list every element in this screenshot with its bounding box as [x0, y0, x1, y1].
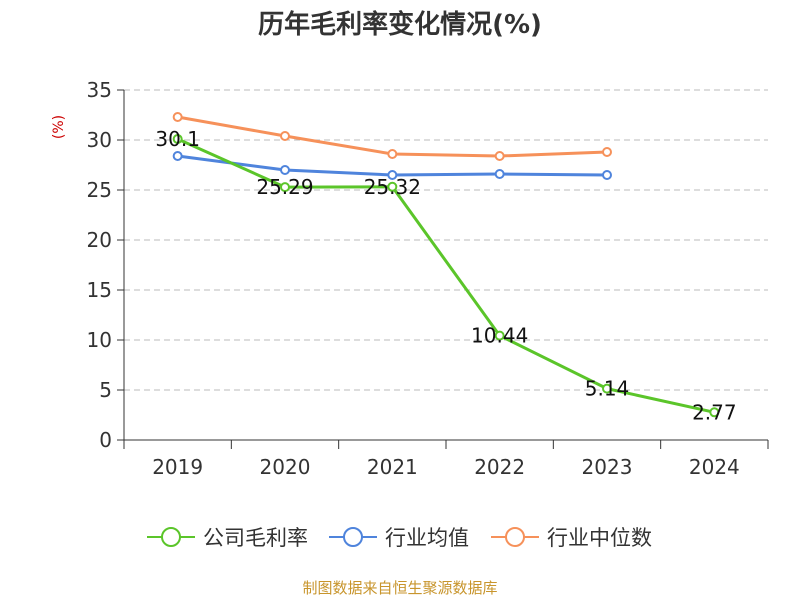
data-label: 2.77: [692, 400, 737, 424]
data-point: [172, 134, 183, 144]
y-tick-label: 20: [87, 228, 112, 252]
legend-label: 行业中位数: [547, 526, 652, 550]
data-point: [280, 131, 290, 141]
data-point: [172, 151, 183, 161]
data-point: [602, 147, 612, 157]
legend-label: 行业均值: [385, 526, 469, 550]
data-point: [494, 330, 505, 341]
legend-label: 公司毛利率: [203, 526, 308, 550]
x-tick-label: 2020: [260, 455, 311, 479]
data-point: [387, 181, 398, 192]
legend-item: 公司毛利率: [147, 526, 308, 550]
data-point: [494, 151, 505, 161]
series-line: [176, 137, 716, 414]
data-label: 5.14: [585, 377, 630, 401]
x-tick-label: 2023: [582, 455, 633, 479]
y-tick-label: 30: [87, 128, 112, 152]
chart-title: 历年毛利率变化情况(%): [258, 9, 542, 40]
data-point: [709, 407, 720, 418]
axes: 0 5 10 15 20 25 30 35 2019 2020 2021 2022 2023 2024: [87, 78, 769, 479]
series-lines: [172, 112, 720, 418]
y-tick-label: 35: [87, 78, 112, 102]
x-tick-label: 2019: [152, 455, 203, 479]
data-point: [280, 182, 290, 193]
data-label: 25.29: [256, 175, 313, 199]
legend-item: 行业中位数: [491, 526, 652, 550]
data-label: 30.1: [155, 127, 200, 151]
legend-marker: [161, 527, 181, 547]
data-point: [494, 169, 505, 179]
legend-marker: [505, 527, 525, 547]
y-tick-label: 25: [87, 178, 112, 202]
legend: 公司毛利率 行业均值 行业中位数: [147, 526, 652, 550]
data-point: [280, 165, 290, 175]
legend-marker: [343, 527, 363, 547]
data-source-footer: 制图数据来自恒生聚源数据库: [302, 579, 497, 597]
data-label: 10.44: [471, 324, 528, 348]
y-tick-label: 5: [99, 378, 112, 402]
data-labels: 30.1 25.29 25.32 10.44 5.14 2.77: [155, 127, 736, 424]
x-tick-label: 2024: [689, 455, 740, 479]
grid-lines: [124, 89, 768, 391]
y-tick-label: 15: [87, 278, 112, 302]
data-point: [172, 112, 183, 122]
data-point: [602, 383, 612, 394]
y-tick-label: 10: [87, 328, 112, 352]
data-point: [387, 149, 398, 159]
x-tick-label: 2022: [474, 455, 525, 479]
y-axis-label: (%): [51, 115, 67, 139]
data-label: 25.32: [364, 175, 421, 199]
legend-item: 行业均值: [329, 526, 469, 550]
x-tick-label: 2021: [367, 455, 418, 479]
data-point: [602, 170, 612, 180]
y-tick-label: 0: [99, 428, 112, 452]
data-point: [387, 170, 398, 180]
